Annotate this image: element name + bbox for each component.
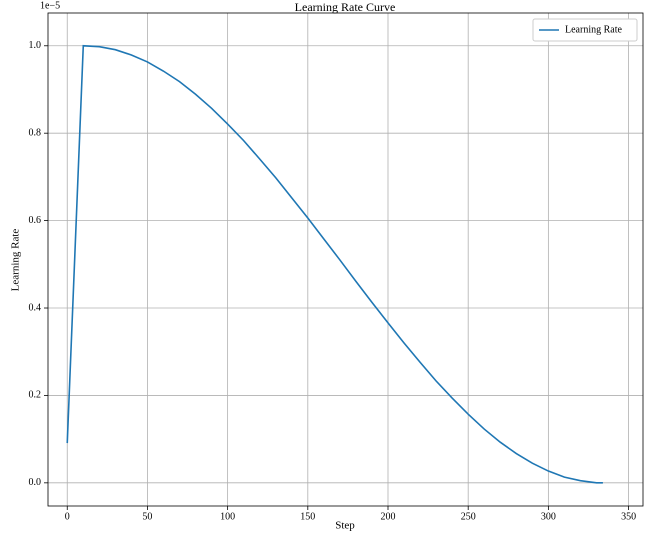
x-tick-label: 100 xyxy=(220,511,235,522)
x-tick-label: 50 xyxy=(142,511,152,522)
x-tick-label: 150 xyxy=(300,511,315,522)
x-tick-label: 0 xyxy=(65,511,70,522)
line-series xyxy=(66,44,603,484)
y-offset-label: 1e−5 xyxy=(40,0,60,11)
y-tick-label: 0.4 xyxy=(29,302,42,313)
y-tick-label: 1.0 xyxy=(29,40,42,51)
x-axis-label: Step xyxy=(335,520,355,532)
x-tick-label: 350 xyxy=(621,511,636,522)
legend-label: Learning Rate xyxy=(565,24,622,35)
y-tick-label: 0.6 xyxy=(29,215,42,226)
x-tick-label: 200 xyxy=(381,511,396,522)
x-tick-label: 300 xyxy=(541,511,556,522)
x-tick-label: 250 xyxy=(461,511,476,522)
y-tick-label: 0.8 xyxy=(29,127,42,138)
y-tick-label: 0.2 xyxy=(29,390,42,401)
legend-box xyxy=(532,18,638,42)
y-tick-label: 0.0 xyxy=(29,477,42,488)
chart-title: Learning Rate Curve xyxy=(295,0,396,14)
y-axis-label: Learning Rate xyxy=(10,229,22,292)
plot-frame xyxy=(47,12,644,507)
